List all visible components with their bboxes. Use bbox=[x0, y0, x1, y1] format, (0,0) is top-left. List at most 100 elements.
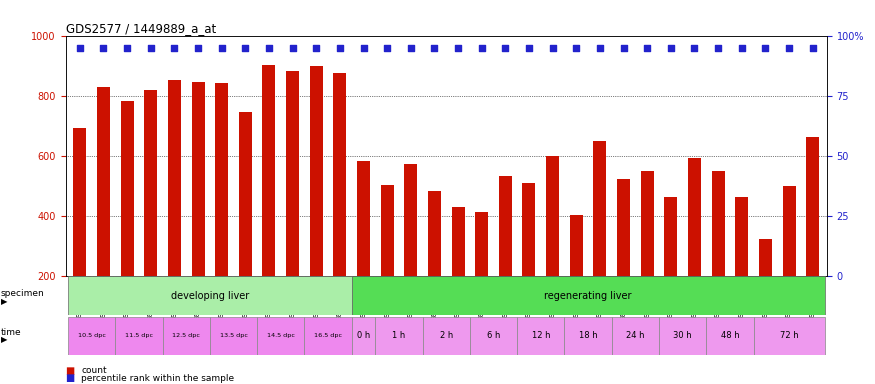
Point bbox=[475, 45, 489, 51]
Point bbox=[499, 45, 513, 51]
Bar bbox=[168, 80, 181, 276]
Bar bbox=[381, 185, 394, 276]
Point bbox=[427, 45, 441, 51]
Text: developing liver: developing liver bbox=[171, 291, 249, 301]
Point bbox=[711, 45, 725, 51]
Text: regenerating liver: regenerating liver bbox=[544, 291, 632, 301]
Point bbox=[403, 45, 417, 51]
Text: 0 h: 0 h bbox=[357, 331, 370, 341]
Text: 12.5 dpc: 12.5 dpc bbox=[172, 333, 200, 339]
Bar bbox=[517, 317, 564, 355]
Bar bbox=[759, 239, 772, 276]
Point bbox=[806, 45, 820, 51]
Text: ■: ■ bbox=[66, 373, 75, 383]
Point bbox=[144, 45, 158, 51]
Text: 18 h: 18 h bbox=[578, 331, 598, 341]
Text: 14.5 dpc: 14.5 dpc bbox=[267, 333, 295, 339]
Point bbox=[735, 45, 749, 51]
Text: 2 h: 2 h bbox=[439, 331, 453, 341]
Bar bbox=[239, 112, 252, 276]
Point bbox=[96, 45, 110, 51]
Bar bbox=[593, 141, 606, 276]
Bar bbox=[286, 71, 299, 276]
Bar bbox=[262, 65, 276, 276]
Point bbox=[640, 45, 654, 51]
Text: ▶: ▶ bbox=[1, 297, 7, 306]
Bar bbox=[68, 317, 116, 355]
Text: count: count bbox=[81, 366, 107, 375]
Text: 72 h: 72 h bbox=[780, 331, 798, 341]
Bar bbox=[564, 317, 612, 355]
Bar bbox=[423, 317, 470, 355]
Bar bbox=[215, 83, 228, 276]
Bar bbox=[192, 82, 205, 276]
Bar bbox=[640, 172, 654, 276]
Text: 6 h: 6 h bbox=[487, 331, 500, 341]
Text: 13.5 dpc: 13.5 dpc bbox=[220, 333, 248, 339]
Bar bbox=[664, 197, 677, 276]
Bar bbox=[68, 276, 352, 315]
Text: 12 h: 12 h bbox=[532, 331, 550, 341]
Bar bbox=[499, 176, 512, 276]
Point bbox=[546, 45, 560, 51]
Point bbox=[688, 45, 702, 51]
Text: specimen: specimen bbox=[1, 289, 45, 298]
Bar bbox=[163, 317, 210, 355]
Point bbox=[238, 45, 252, 51]
Bar bbox=[659, 317, 706, 355]
Point bbox=[570, 45, 584, 51]
Text: ■: ■ bbox=[66, 366, 75, 376]
Point bbox=[380, 45, 394, 51]
Point bbox=[452, 45, 466, 51]
Bar bbox=[475, 212, 488, 276]
Text: GDS2577 / 1449889_a_at: GDS2577 / 1449889_a_at bbox=[66, 22, 216, 35]
Bar bbox=[116, 317, 163, 355]
Bar bbox=[210, 317, 257, 355]
Bar bbox=[333, 73, 346, 276]
Bar bbox=[711, 172, 724, 276]
Point bbox=[759, 45, 773, 51]
Bar bbox=[144, 91, 158, 276]
Text: 1 h: 1 h bbox=[392, 331, 406, 341]
Bar bbox=[688, 158, 701, 276]
Bar bbox=[121, 101, 134, 276]
Text: 48 h: 48 h bbox=[721, 331, 739, 341]
Point bbox=[593, 45, 607, 51]
Bar bbox=[257, 317, 304, 355]
Bar bbox=[452, 207, 465, 276]
Point bbox=[120, 45, 134, 51]
Bar bbox=[753, 317, 824, 355]
Text: percentile rank within the sample: percentile rank within the sample bbox=[81, 374, 235, 383]
Text: time: time bbox=[1, 328, 22, 337]
Bar bbox=[735, 197, 748, 276]
Bar bbox=[706, 317, 753, 355]
Bar bbox=[304, 317, 352, 355]
Point bbox=[73, 45, 87, 51]
Point bbox=[617, 45, 631, 51]
Point bbox=[332, 45, 346, 51]
Bar bbox=[782, 187, 795, 276]
Bar bbox=[546, 157, 559, 276]
Point bbox=[262, 45, 276, 51]
Bar bbox=[806, 137, 819, 276]
Point bbox=[285, 45, 299, 51]
Bar bbox=[352, 276, 824, 315]
Point bbox=[309, 45, 323, 51]
Bar bbox=[612, 317, 659, 355]
Bar bbox=[570, 215, 583, 276]
Bar bbox=[522, 184, 536, 276]
Bar bbox=[617, 179, 630, 276]
Text: 16.5 dpc: 16.5 dpc bbox=[314, 333, 342, 339]
Bar bbox=[375, 317, 423, 355]
Bar bbox=[352, 317, 375, 355]
Text: 10.5 dpc: 10.5 dpc bbox=[78, 333, 106, 339]
Text: 11.5 dpc: 11.5 dpc bbox=[125, 333, 153, 339]
Bar bbox=[310, 66, 323, 276]
Point bbox=[214, 45, 228, 51]
Bar bbox=[74, 128, 87, 276]
Point bbox=[664, 45, 678, 51]
Bar bbox=[470, 317, 517, 355]
Bar bbox=[428, 191, 441, 276]
Point bbox=[782, 45, 796, 51]
Point bbox=[356, 45, 370, 51]
